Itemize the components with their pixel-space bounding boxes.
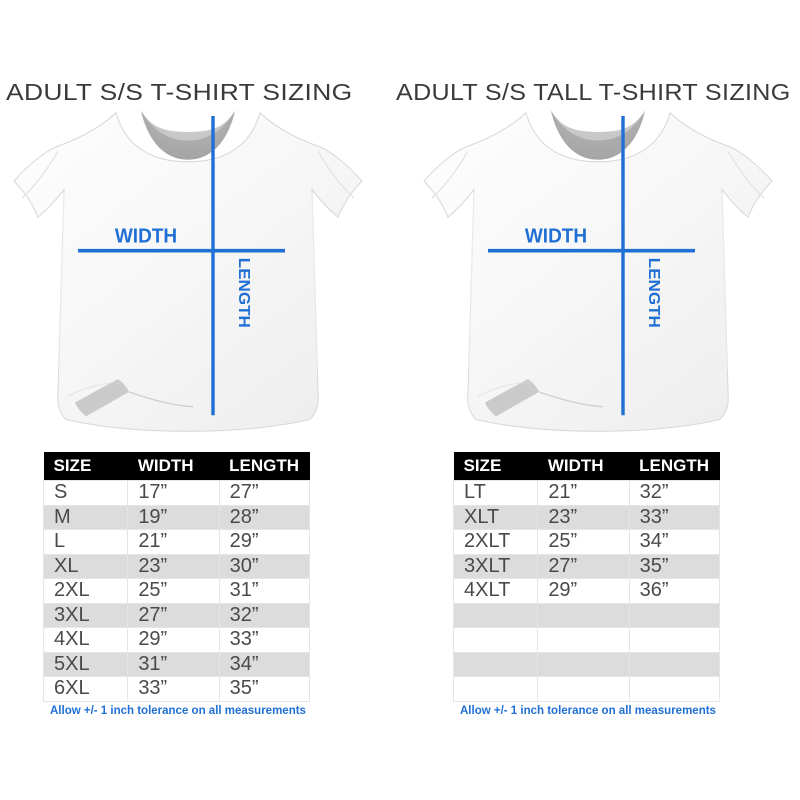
svg-text:LENGTH: LENGTH [645, 258, 663, 328]
svg-text:WIDTH: WIDTH [115, 225, 177, 248]
svg-text:LENGTH: LENGTH [235, 258, 253, 328]
svg-text:WIDTH: WIDTH [525, 225, 587, 248]
